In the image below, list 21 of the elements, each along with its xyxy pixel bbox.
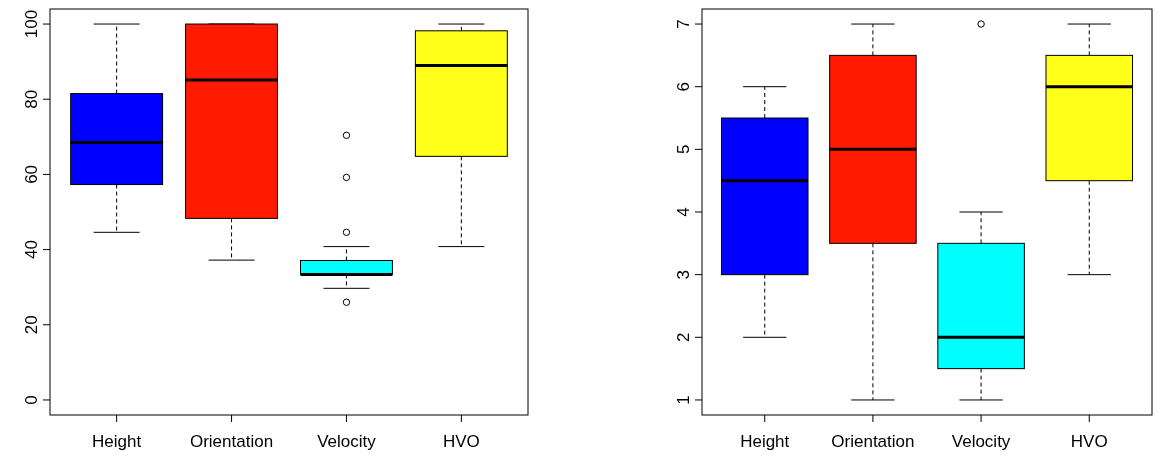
x-tick-label: Velocity xyxy=(317,432,377,451)
y-tick-label: 6 xyxy=(674,81,693,92)
y-tick-label: 40 xyxy=(22,240,41,260)
x-tick-label: Velocity xyxy=(951,432,1011,451)
y-tick-label: 3 xyxy=(674,269,693,280)
y-tick-label: 0 xyxy=(22,395,41,405)
y-tick-label: 20 xyxy=(22,315,41,335)
x-tick-label: HVO xyxy=(442,432,480,451)
y-tick-label: 80 xyxy=(22,89,41,109)
x-tick-label: Height xyxy=(740,432,790,451)
y-tick-label: 4 xyxy=(674,207,693,217)
x-tick-label: Orientation xyxy=(189,432,274,451)
x-tick-label: HVO xyxy=(1070,432,1108,451)
y-tick-label: 1 xyxy=(674,395,693,405)
y-tick-label: 100 xyxy=(22,9,41,39)
y-tick-label: 7 xyxy=(674,19,693,29)
x-tick-label: Orientation xyxy=(831,432,915,451)
y-tick-label: 5 xyxy=(674,144,693,155)
y-tick-label: 60 xyxy=(22,164,41,184)
y-tick-label: 2 xyxy=(674,332,693,343)
x-tick-label: Height xyxy=(92,432,142,451)
